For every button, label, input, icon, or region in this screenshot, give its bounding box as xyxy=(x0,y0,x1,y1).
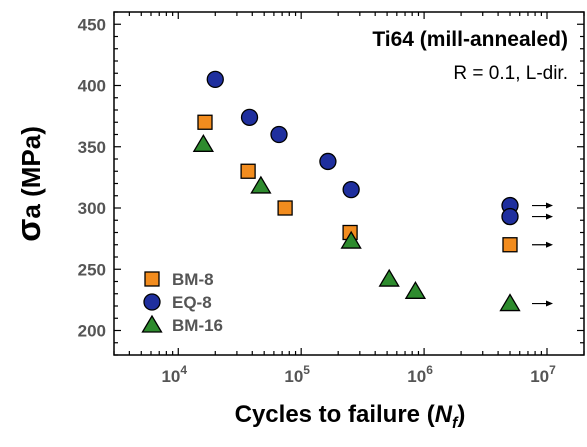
runout-arrow-head xyxy=(546,213,554,220)
runout-arrow-head xyxy=(546,300,554,307)
x-axis: 104 105 106 107 xyxy=(113,12,585,386)
legend-label: BM-16 xyxy=(172,316,223,335)
x-tick-label: 105 xyxy=(284,363,310,386)
y-tick-label: 400 xyxy=(78,77,106,96)
data-point-eq-8 xyxy=(240,108,259,126)
x-axis-label-subscript: f xyxy=(452,415,459,432)
x-axis-label: Cycles to failure (Nf) xyxy=(235,401,466,432)
runout-arrow-head xyxy=(546,202,554,209)
y-tick-label: 200 xyxy=(78,322,106,341)
y-tick-label: 450 xyxy=(78,15,106,34)
y-axis: 200 250 300 350 400 450 xyxy=(78,11,584,356)
y-axis-label-symbol: σ xyxy=(10,219,48,242)
data-point-bm-16 xyxy=(250,175,272,194)
data-point-eq-8 xyxy=(206,70,224,89)
data-point-eq-8 xyxy=(342,180,360,199)
data-point-bm-16 xyxy=(378,268,400,287)
runout-arrows xyxy=(532,202,554,307)
data-point-bm-16 xyxy=(192,134,214,152)
data-point-bm-8 xyxy=(240,163,256,179)
y-axis-label-subscript: a xyxy=(16,204,46,219)
data-point-bm-8 xyxy=(502,237,518,253)
x-tick-label: 104 xyxy=(161,363,187,386)
x-tick-label: 106 xyxy=(407,363,433,386)
legend-label: EQ-8 xyxy=(172,293,212,312)
data-point-bm-8 xyxy=(277,200,293,216)
y-axis-label-unit: (MPa) xyxy=(16,126,46,204)
legend: BM-8 EQ-8 BM-16 xyxy=(141,270,223,335)
data-point-bm-8 xyxy=(197,114,213,130)
x-axis-label-text: Cycles to failure ( xyxy=(235,401,435,428)
legend-marker-bm-16 xyxy=(141,314,163,333)
chart-subtitle: R = 0.1, L-dir. xyxy=(453,63,568,84)
data-markers xyxy=(192,70,521,312)
data-point-eq-8 xyxy=(319,152,337,171)
runout-arrow-head xyxy=(546,241,554,248)
legend-marker-eq-8 xyxy=(143,293,161,311)
data-point-bm-16 xyxy=(340,230,362,249)
x-tick-label: 107 xyxy=(530,363,556,386)
y-tick-label: 250 xyxy=(78,260,106,279)
data-point-eq-8 xyxy=(270,125,288,144)
y-axis-label: σa (MPa) xyxy=(10,126,48,242)
x-axis-label-symbol: N xyxy=(435,401,453,428)
data-point-bm-16 xyxy=(499,293,521,312)
data-point-bm-16 xyxy=(404,281,427,299)
y-tick-label: 350 xyxy=(78,138,106,157)
legend-marker-bm-8 xyxy=(144,271,160,287)
data-point-eq-8 xyxy=(501,207,519,226)
y-tick-label: 300 xyxy=(78,199,106,218)
x-axis-label-close: ) xyxy=(457,401,465,428)
chart-title: Ti64 (mill-annealed) xyxy=(372,28,568,51)
legend-label: BM-8 xyxy=(172,270,214,289)
